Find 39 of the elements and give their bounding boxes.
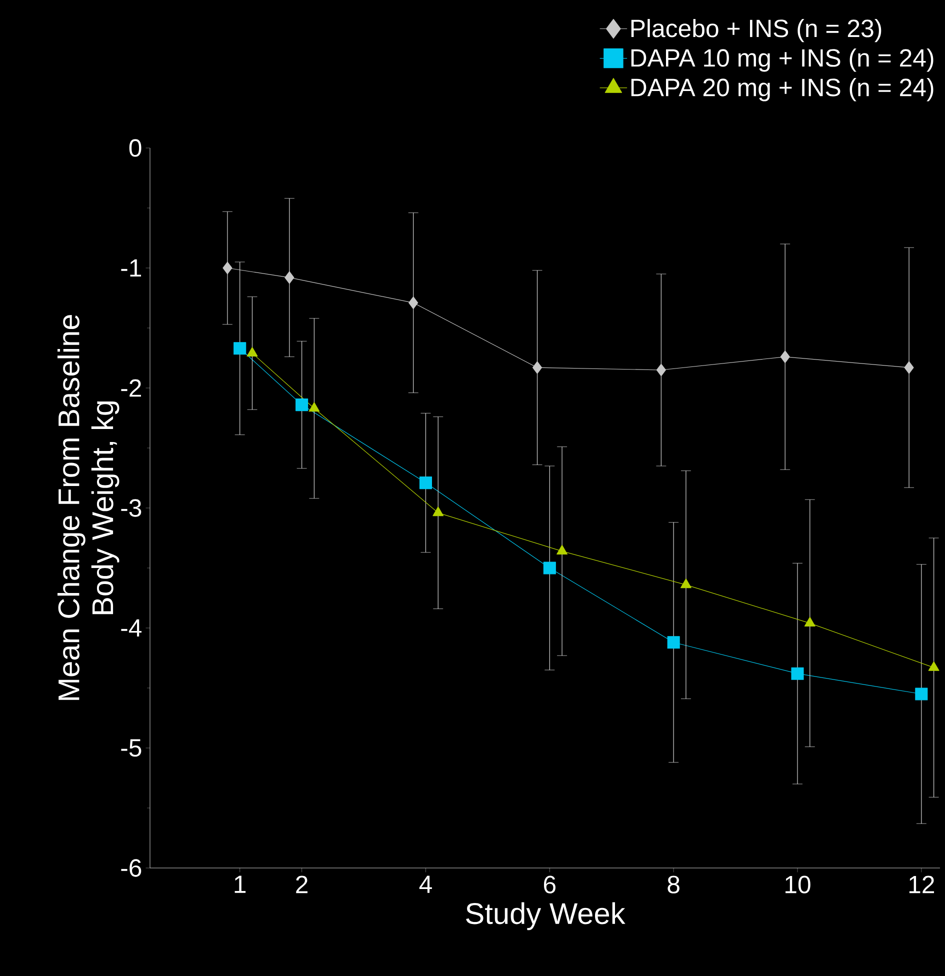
point [656,364,666,376]
x-tick-label: 2 [296,876,308,894]
point [543,562,556,574]
legend-label: DAPA 20 mg + INS (n = 24) [631,78,934,102]
point [556,544,568,554]
point [234,342,246,355]
point [780,350,790,364]
y-axis-title: Mean Change From Baseline Body Weight, kg [58,315,120,700]
point [222,262,232,274]
y-tick-label: -1 [121,259,142,277]
y-tick-label: -5 [121,739,142,757]
point [680,578,692,588]
point [419,476,432,490]
y-tick-label: -2 [121,379,141,397]
point [791,667,804,680]
y-tick-label: -3 [121,499,142,517]
point [308,402,320,412]
point [532,361,542,374]
x-tick-label: 6 [544,876,556,894]
point [915,688,928,700]
point [804,616,816,626]
legend-label: DAPA 10 mg + INS (n = 24) [631,48,934,72]
x-tick-label: 12 [909,876,934,894]
point [296,398,308,412]
legend-label: Placebo + INS (n = 23) [631,18,882,42]
point [904,361,914,374]
x-tick-label: 1 [234,876,246,893]
x-tick-label: 8 [668,876,680,894]
point [432,506,444,516]
point [928,661,940,671]
x-axis-title: Study Week [466,902,626,930]
point [284,271,294,284]
y-tick-label: -4 [121,619,142,637]
x-tick-label: 4 [419,876,432,893]
point [408,296,418,310]
y-tick-label: -6 [121,859,142,877]
point [667,636,680,649]
y-tick-label: 0 [129,139,142,157]
x-tick-label: 10 [786,876,810,894]
